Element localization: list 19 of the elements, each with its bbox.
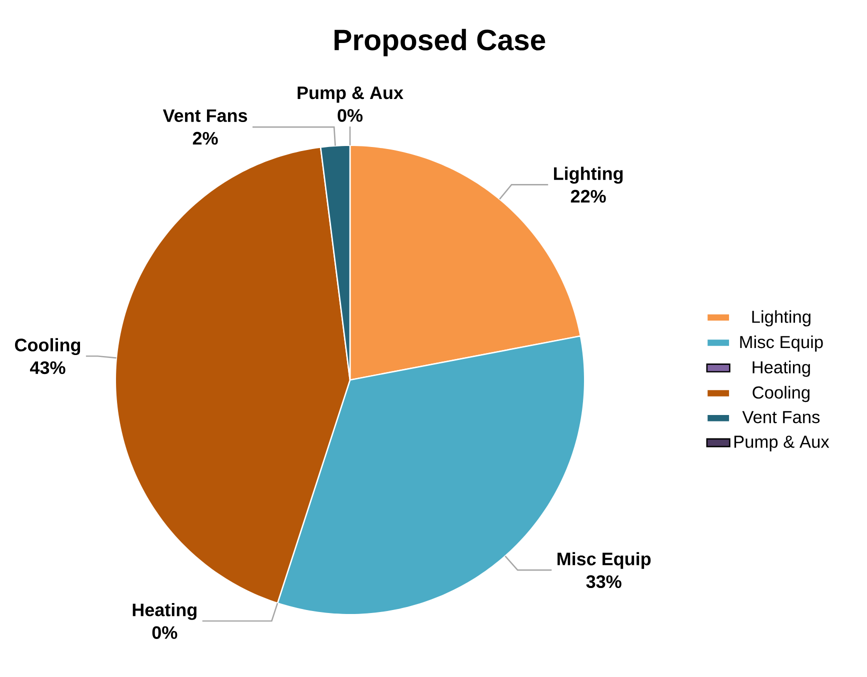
slice-label: Cooling xyxy=(15,338,80,356)
category-label: Heating xyxy=(132,603,196,620)
legend-label: Cooling xyxy=(752,386,810,402)
legend-label: Vent Fans xyxy=(742,411,820,424)
data-label: 33% xyxy=(586,575,622,588)
legend-label: Misc Equip xyxy=(740,335,823,352)
data-label: 22% xyxy=(570,190,606,203)
category-label: Pump & Aux xyxy=(298,86,404,103)
data-label: 43% xyxy=(30,361,66,374)
legend-label: Pump & Aux xyxy=(734,436,830,452)
legend-label: Heating xyxy=(752,360,810,377)
slice-label: Vent Fans xyxy=(162,109,248,122)
slice-label: Misc Equip xyxy=(558,552,651,569)
text: 0% xyxy=(338,109,363,122)
legend-label: Lighting xyxy=(752,310,810,326)
chart-title: Proposed Case xyxy=(334,28,546,56)
slice-label: Lighting xyxy=(554,166,623,184)
data-label: 2% xyxy=(192,132,218,145)
text: 0% xyxy=(152,626,178,639)
